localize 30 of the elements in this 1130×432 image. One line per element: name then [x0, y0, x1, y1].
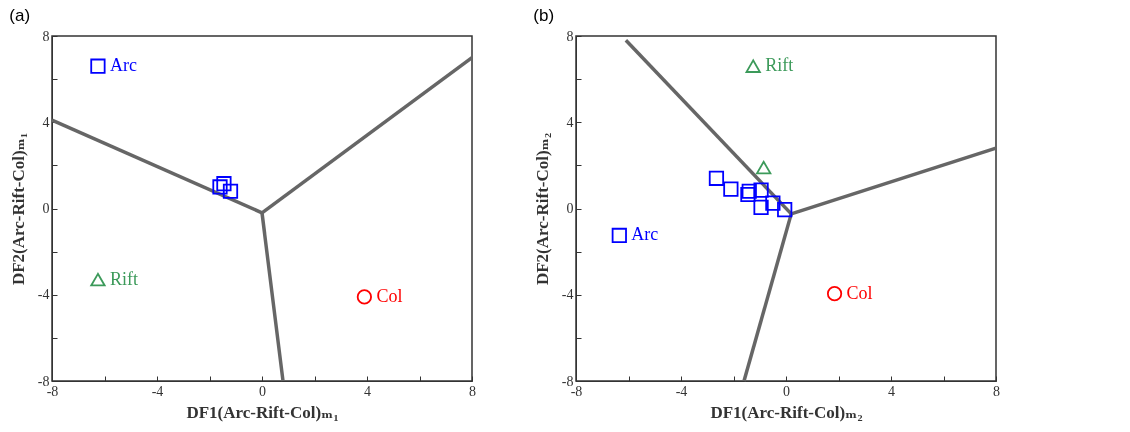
series-label: Rift — [765, 55, 794, 76]
y-tick-label: 0 — [42, 201, 50, 216]
x-tick-label: 4 — [364, 383, 371, 399]
y-axis-title: DF2(Arc-Rift-Col)ₘ₂ — [532, 132, 552, 286]
y-tick-label: -4 — [37, 287, 50, 303]
x-axis-title: DF1(Arc-Rift-Col)ₘ₁ — [186, 402, 339, 422]
series-label: Rift — [109, 268, 138, 289]
y-tick-label: -8 — [561, 373, 574, 389]
y-tick-label: 8 — [566, 28, 574, 44]
x-tick-label: 0 — [783, 383, 790, 399]
x-tick-label: 8 — [993, 383, 1000, 399]
series-label: Arc — [109, 55, 137, 76]
series-label: Col — [846, 282, 873, 303]
x-tick-label: 0 — [259, 383, 266, 399]
y-axis-title: DF2(Arc-Rift-Col)ₘ₁ — [8, 132, 28, 286]
y-tick-label: 8 — [42, 28, 50, 44]
y-tick-label: -8 — [37, 373, 50, 389]
y-tick-label: 4 — [566, 114, 574, 130]
series-label: Arc — [631, 224, 659, 245]
x-tick-label: -4 — [675, 383, 688, 399]
series-label: Col — [376, 285, 403, 306]
x-tick-label: -4 — [151, 383, 164, 399]
y-tick-label: -4 — [561, 287, 574, 303]
chart-title: (a) — [9, 6, 31, 25]
y-tick-label: 4 — [42, 114, 50, 130]
y-tick-label: 0 — [566, 201, 574, 216]
x-tick-label: 8 — [469, 383, 476, 399]
x-tick-label: 4 — [888, 383, 895, 399]
chart-title: (b) — [533, 6, 555, 25]
x-axis-title: DF1(Arc-Rift-Col)ₘ₂ — [710, 402, 863, 422]
